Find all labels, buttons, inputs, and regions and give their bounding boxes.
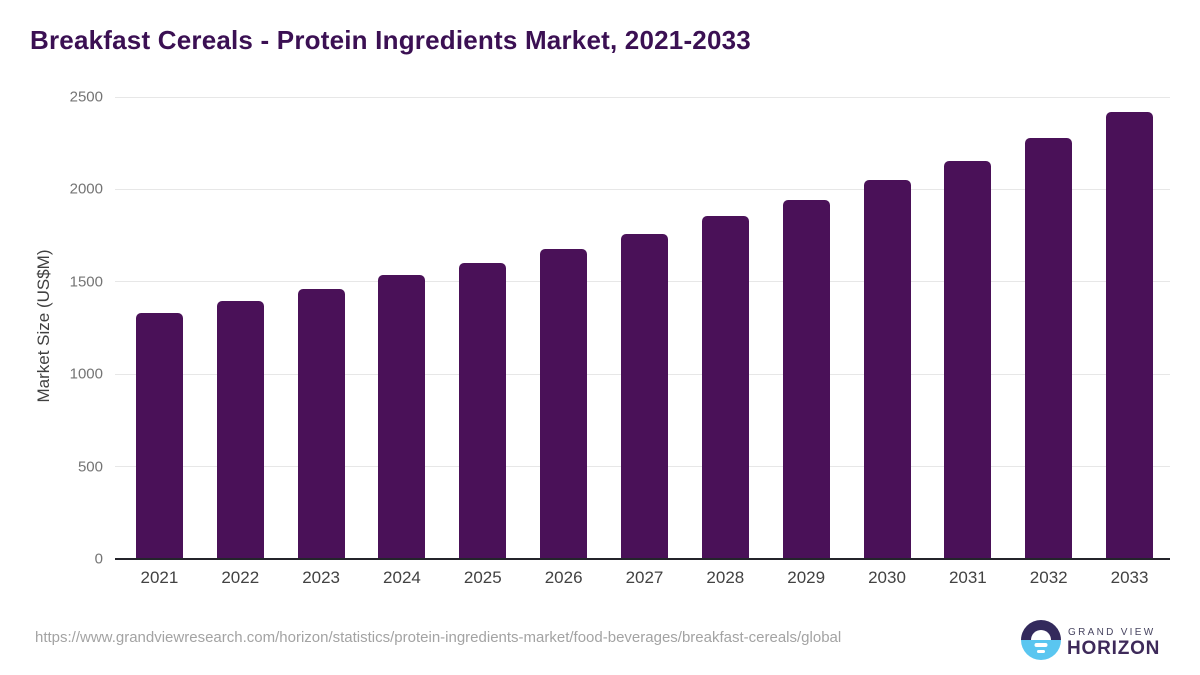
bar-2026 bbox=[540, 248, 588, 559]
bar-slot-2021 bbox=[119, 97, 200, 559]
y-tick-label-1000: 1000 bbox=[69, 365, 103, 383]
bar-series bbox=[119, 97, 1170, 559]
sun-dome-shape bbox=[1031, 630, 1051, 640]
bar-2023 bbox=[297, 289, 345, 559]
x-tick-label-2030: 2030 bbox=[868, 568, 906, 587]
bar-slot-2023 bbox=[281, 97, 362, 559]
bar-slot-2025 bbox=[442, 97, 523, 559]
horizon-line-2 bbox=[1037, 649, 1045, 653]
x-tick-label-2028: 2028 bbox=[706, 568, 745, 587]
bar-2032 bbox=[1025, 137, 1073, 559]
x-axis-line bbox=[115, 558, 1170, 560]
y-tick-label-2000: 2000 bbox=[69, 180, 103, 198]
bar-2024 bbox=[378, 275, 426, 559]
bar-2028 bbox=[701, 216, 749, 559]
y-tick-label-2500: 2500 bbox=[69, 88, 103, 106]
bar-slot-2029 bbox=[766, 97, 847, 559]
horizon-sunrise-icon bbox=[1021, 620, 1061, 660]
bar-2031 bbox=[944, 160, 992, 559]
plot-area: 0 500 1000 1500 2000 2500 bbox=[70, 89, 1170, 568]
bar-slot-2028 bbox=[685, 97, 766, 559]
logo-brand-name: GRAND VIEW bbox=[1068, 627, 1156, 638]
y-tick-label-0: 0 bbox=[94, 550, 103, 568]
bar-2030 bbox=[863, 180, 911, 559]
bar-2033 bbox=[1106, 111, 1154, 559]
bar-2022 bbox=[216, 301, 264, 559]
y-axis-title: Market Size (US$M) bbox=[34, 249, 53, 403]
bar-2027 bbox=[620, 233, 668, 559]
x-tick-label-2024: 2024 bbox=[383, 568, 421, 587]
gridline-2500 bbox=[115, 96, 1170, 98]
bar-slot-2032 bbox=[1008, 97, 1089, 559]
x-tick-label-2029: 2029 bbox=[787, 568, 826, 587]
bar-slot-2027 bbox=[604, 97, 685, 559]
x-tick-label-2031: 2031 bbox=[948, 568, 987, 587]
x-axis-labels: 2021 2022 2023 2024 2025 2026 2027 2028 2029 2030… bbox=[119, 568, 1170, 588]
x-tick-label-2026: 2026 bbox=[544, 568, 583, 587]
x-tick-label-2027: 2027 bbox=[625, 568, 664, 587]
x-tick-label-2023: 2023 bbox=[302, 568, 341, 587]
x-tick-label-2022: 2022 bbox=[221, 568, 260, 587]
y-tick-label-1500: 1500 bbox=[69, 273, 103, 291]
y-tick-label-500: 500 bbox=[77, 458, 103, 476]
source-url-text: https://www.grandviewresearch.com/horizo… bbox=[35, 629, 842, 646]
horizon-line-1 bbox=[1034, 643, 1048, 647]
bar-slot-2026 bbox=[523, 97, 604, 559]
bar-slot-2033 bbox=[1089, 97, 1170, 559]
logo-product-name: HORIZON bbox=[1067, 638, 1161, 659]
bar-2025 bbox=[459, 263, 507, 559]
bar-2029 bbox=[782, 199, 830, 559]
bar-slot-2031 bbox=[927, 97, 1008, 559]
x-tick-label-2033: 2033 bbox=[1110, 568, 1149, 587]
grand-view-horizon-logo: GRAND VIEW HORIZON bbox=[1021, 620, 1181, 662]
bar-slot-2024 bbox=[362, 97, 443, 559]
x-tick-label-2025: 2025 bbox=[463, 568, 502, 587]
bar-slot-2022 bbox=[200, 97, 281, 559]
x-tick-label-2021: 2021 bbox=[140, 568, 179, 587]
chart-title: Breakfast Cereals - Protein Ingredients … bbox=[30, 25, 751, 55]
bar-slot-2030 bbox=[847, 97, 928, 559]
x-tick-label-2032: 2032 bbox=[1029, 568, 1068, 587]
gridline-2000 bbox=[115, 188, 1170, 190]
bar-2021 bbox=[135, 313, 183, 559]
